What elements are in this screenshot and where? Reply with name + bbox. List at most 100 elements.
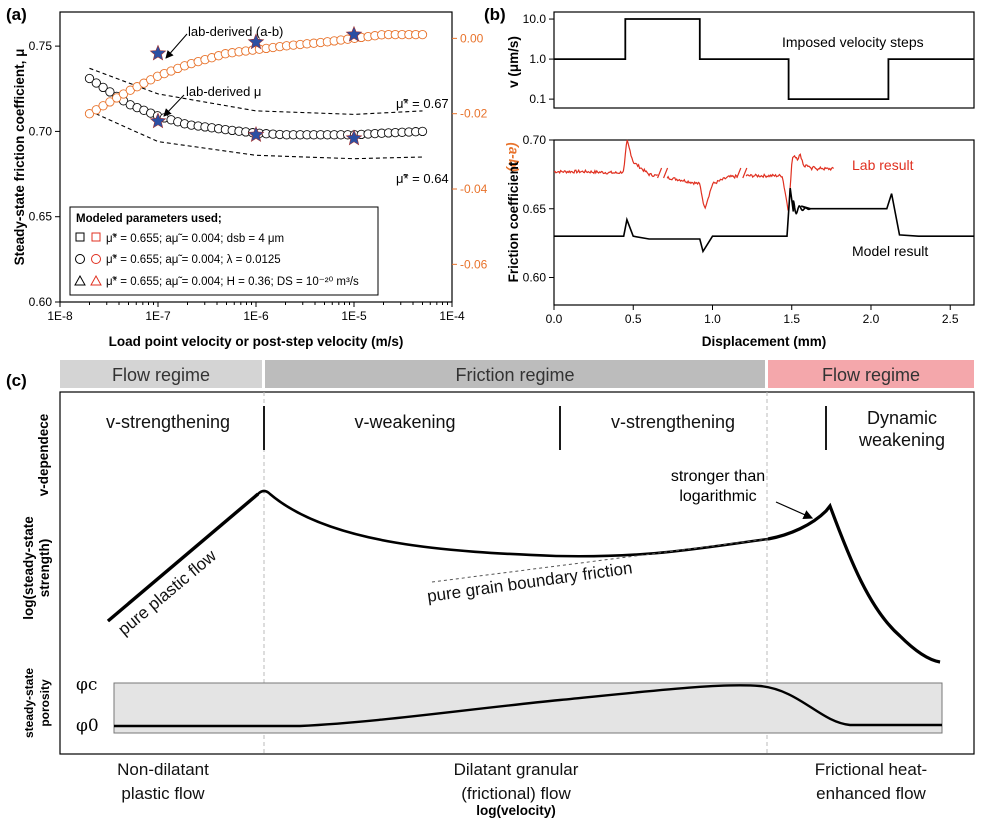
b-bot-ytick-label: 0.70 [523,133,547,147]
model-result-line [554,187,974,254]
panel-b-bottom-ylabel: Friction coefficient [506,161,521,282]
panel-c: (c) Flow regime Friction regime Flow reg… [6,360,975,818]
legend-entry-1: μ̃* = 0.655; aμ̃ = 0.004; dsb = 4 μm [106,233,284,245]
model-mu-point [91,78,101,88]
panel-b-top-ylabel: v (μm/s) [506,36,521,88]
ann-grain-boundary: pure grain boundary friction [426,558,634,606]
b-xtick-label: 1.0 [704,312,721,326]
line-mu-064 [89,110,423,160]
legend-circle-red-icon [91,254,101,264]
flow-mid-2: (frictional) flow [461,784,571,803]
vdep-strengthening-1: v-strengthening [106,412,230,432]
legend-triangle-black-icon [74,274,86,286]
panel-b-data [553,18,974,254]
porosity-band [113,682,943,734]
legend-square-red-icon [91,232,101,242]
flow-left-2: plastic flow [121,784,205,803]
b-xtick-label: 2.0 [863,312,880,326]
vdep-weakening-2: weakening [858,430,945,450]
b-xtick-label: 0.5 [625,312,642,326]
lab-mu-star-icon [149,112,167,129]
panel-c-label: (c) [6,371,27,390]
panel-c-frame [59,391,975,755]
porosity-curve [114,684,942,728]
ann-line-064: μ̃* = 0.64 [396,171,449,186]
panel-b-xlabel: Displacement (mm) [702,334,827,349]
a-xtick-label: 1E-5 [341,309,367,323]
regime-bar-flow-right [768,360,974,388]
gb-friction-line [431,538,769,583]
panel-a-ticks: 1E-8 1E-7 1E-6 1E-5 1E-4 0.60 0.65 0.70 0.75 0.00… [29,31,488,323]
panel-a-legend: Modeled parameters used; μ̃* = 0.655; aμ… [69,206,379,296]
a-y2tick-label: -0.04 [460,182,488,196]
flow-right-1: Frictional heat- [815,760,927,779]
legend-title: Modeled parameters used; [76,213,222,225]
flow-right-2: enhanced flow [816,784,926,803]
vdep-strengthening-2: v-strengthening [611,412,735,432]
a-ytick-label: 0.60 [29,295,53,309]
lab-mu-star-icon [247,126,265,142]
model-ab-point [91,105,101,115]
a-ytick-label: 0.65 [29,210,53,224]
regime-bar-friction [265,360,765,388]
a-y2tick-label: 0.00 [460,31,484,45]
model-mu-point [84,73,95,84]
a-xtick-label: 1E-7 [145,309,171,323]
panel-a-xlabel: Load point velocity or post-step velocit… [109,334,404,349]
strength-label-1: log(steady-state [21,516,36,620]
ann-lab-result: Lab result [852,157,914,173]
model-mu-point [105,87,115,97]
ann-lab-mu: lab-derived μ [186,84,261,99]
model-ab-point [84,109,95,119]
b-xtick-label: 0.0 [546,312,563,326]
legend-entry-2: μ̃* = 0.655; aμ̃ = 0.004; λ = 0.0125 [106,254,281,266]
ann-line-067: μ̃* = 0.67 [396,96,449,111]
panel-b-bottom-frame [553,139,975,306]
ann-model-result: Model result [852,243,928,259]
panel-b-ticks: 10.0 1.0 0.1 0.70 0.65 0.60 0.0 0.5 1.0 1.5 2.0 2.5 [523,12,959,326]
legend-square-black-icon [75,232,85,242]
b-bot-ytick-label: 0.65 [523,202,547,216]
b-top-ytick-label: 10.0 [523,12,547,26]
velocity-step-line [554,18,974,100]
ann-imposed-steps: Imposed velocity steps [782,34,924,50]
model-mu-point [98,82,108,93]
phi-c-label: φc [76,675,97,695]
regime-bar-flow-left [60,360,262,388]
model-ab-point [98,101,108,111]
strength-curve-dynamic [767,502,941,664]
a-xtick-label: 1E-4 [439,309,465,323]
panel-a: (a) 1E-8 1E-7 1E-6 1E-5 1E-4 0.60 0.65 0.70 0.75… [6,5,521,349]
regime-flow-right: Flow regime [822,365,920,385]
axis-break-icon [736,167,748,179]
ann-pure-plastic: pure plastic flow [114,546,220,639]
a-y2tick-label: -0.06 [460,257,488,271]
b-top-ytick-label: 0.1 [529,92,546,106]
lab-ab-star-icon [247,33,265,50]
model-ab-point [417,29,428,40]
legend-entry-3: μ̃* = 0.655; aμ̃ = 0.004; H = 0.36; DS =… [106,276,359,288]
panel-a-ylabel: Steady-state friction coefficient, μ [12,49,27,266]
a-xtick-label: 1E-6 [243,309,269,323]
ann-stronger-1: stronger than [671,468,765,485]
ann-lab-ab-arrow [165,33,188,59]
b-xtick-label: 2.5 [942,312,959,326]
flow-mid-1: Dilatant granular [454,760,579,779]
panel-c-xlabel: log(velocity) [476,803,556,818]
legend-box [69,206,379,296]
legend-triangle-red-icon [90,274,102,286]
lab-ab-star-icon [345,25,363,42]
regime-flow-left: Flow regime [112,365,210,385]
model-mu-point [417,126,428,137]
vdep-label: v-dependece [36,413,51,496]
legend-circle-black-icon [75,254,85,264]
ann-stronger-2: logarithmic [679,488,756,505]
model-ab-point [105,97,115,107]
phi-0-label: φ0 [76,716,99,736]
strength-label-2: strength) [37,539,52,598]
b-bot-ytick-label: 0.60 [523,271,547,285]
a-y2tick-label: -0.02 [460,107,488,121]
regime-friction: Friction regime [455,365,574,385]
ann-lab-mu-arrow [163,94,185,117]
b-xtick-label: 1.5 [783,312,800,326]
